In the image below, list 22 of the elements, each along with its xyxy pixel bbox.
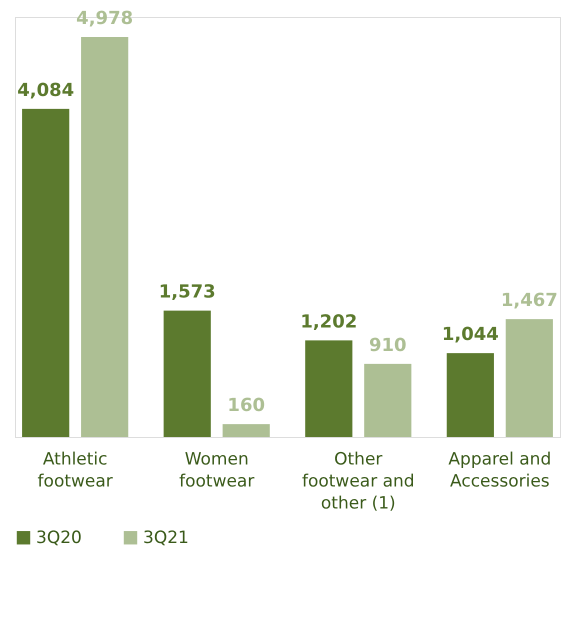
data-label: 1,573 [158, 282, 216, 303]
legend-label: 3Q20 [36, 528, 82, 548]
bar [506, 319, 553, 437]
bar [22, 108, 70, 437]
bar [446, 353, 494, 437]
bar [81, 37, 128, 437]
x-tick-label: Other footwear and other (1) [302, 450, 415, 514]
data-label: 4,978 [76, 8, 134, 29]
x-tick-label: Athletic footwear [38, 450, 113, 492]
legend-label: 3Q21 [143, 528, 189, 548]
bar [164, 310, 211, 437]
data-label: 1,467 [500, 290, 558, 312]
data-label: 910 [368, 334, 407, 356]
data-label: 1,044 [442, 324, 499, 346]
x-tick-label: Women footwear [179, 450, 254, 492]
bar [364, 364, 412, 437]
data-label: 1,202 [300, 311, 358, 332]
data-label: 4,084 [17, 80, 74, 101]
bar [222, 424, 270, 437]
bar [305, 340, 352, 437]
data-label: 160 [227, 395, 265, 416]
x-tick-label: Apparel and Accessories [448, 450, 552, 492]
